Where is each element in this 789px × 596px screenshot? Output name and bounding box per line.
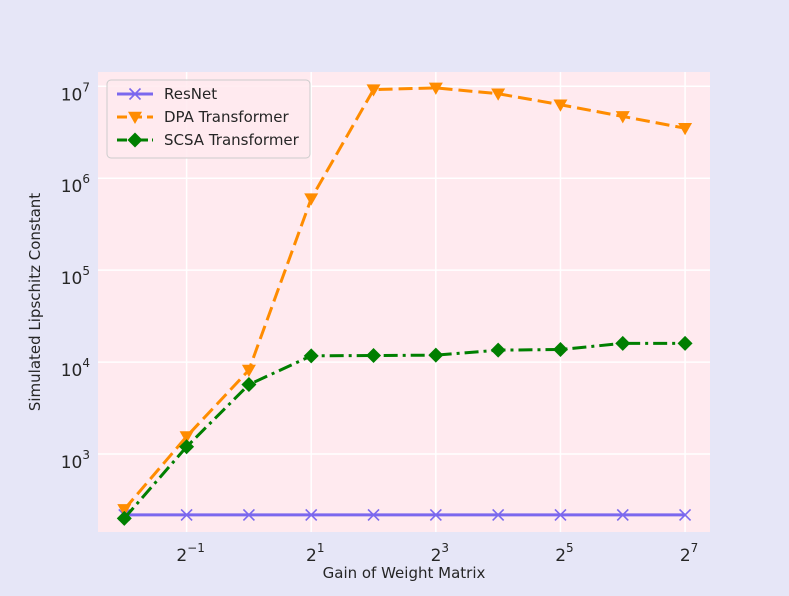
data-point: [303, 348, 319, 364]
x-tick-label: 25: [555, 541, 573, 566]
legend-label: DPA Transformer: [164, 108, 290, 126]
legend-marker: [128, 111, 142, 124]
legend-label: ResNet: [164, 85, 217, 103]
legend-item: ResNet: [117, 85, 217, 103]
y-tick-label-text: 104: [61, 356, 90, 381]
data-point: [553, 99, 568, 112]
series-layer: [116, 82, 693, 526]
y-tick-label: 103: [61, 448, 90, 473]
y-tick-label-text: 107: [61, 80, 90, 105]
y-tick-label-text: 106: [61, 172, 90, 197]
x-tick-label: 21: [306, 541, 324, 566]
data-point: [304, 193, 319, 206]
grid: [98, 72, 710, 532]
data-point: [429, 508, 442, 521]
data-point: [242, 508, 255, 521]
series-scsa-transformer: [116, 335, 693, 526]
data-point: [552, 342, 568, 358]
data-point: [428, 347, 444, 363]
x-axis-label: Gain of Weight Matrix: [323, 564, 486, 582]
x-tick-label-text: 27: [680, 541, 698, 566]
legend-marker: [128, 87, 142, 101]
data-point: [554, 508, 567, 521]
y-tick-label: 105: [61, 264, 90, 289]
data-point: [679, 508, 692, 521]
x-tick-label: 23: [431, 541, 449, 566]
data-point: [677, 335, 693, 351]
y-tick-label-text: 105: [61, 264, 90, 289]
series-line: [123, 86, 686, 511]
data-point: [241, 364, 256, 378]
data-point: [428, 82, 443, 95]
data-point: [366, 348, 382, 364]
y-tick-label-text: 103: [61, 448, 90, 473]
data-point: [615, 335, 631, 351]
data-point: [492, 508, 505, 521]
data-point: [490, 342, 506, 358]
legend-label: SCSA Transformer: [164, 131, 300, 149]
x-tick-label-text: 2−1: [176, 541, 205, 566]
data-point: [179, 431, 194, 444]
data-point: [117, 504, 132, 517]
data-point: [305, 508, 318, 521]
data-point: [678, 122, 693, 136]
x-tick-labels: 2−1 21 23 25 27: [176, 541, 698, 566]
data-point: [366, 84, 381, 97]
x-tick-label-text: 25: [555, 541, 573, 566]
data-point: [367, 508, 380, 521]
data-point: [116, 510, 132, 526]
y-axis-label: Simulated Lipschitz Constant: [26, 193, 44, 411]
series-dpa-transformer: [117, 82, 693, 517]
data-point: [615, 111, 630, 124]
y-tick-labels: 103 104 105 106 107: [61, 80, 90, 473]
legend-box: [106, 79, 311, 159]
x-tick-label-text: 21: [306, 541, 324, 566]
x-tick-label: 2−1: [176, 541, 205, 566]
data-point: [179, 439, 195, 455]
data-point: [241, 377, 257, 393]
legend: ResNet DPA Transformer SCSA Transformer: [106, 79, 311, 159]
x-tick-label: 27: [680, 541, 698, 566]
data-point: [180, 508, 193, 521]
x-tick-label-text: 23: [431, 541, 449, 566]
legend-item: DPA Transformer: [117, 108, 290, 126]
y-tick-label: 106: [61, 172, 90, 197]
series-line: [123, 341, 686, 520]
y-tick-label: 107: [61, 80, 90, 105]
data-point: [616, 508, 629, 521]
legend-marker: [127, 132, 143, 148]
legend-item: SCSA Transformer: [117, 131, 300, 149]
data-point: [491, 88, 506, 101]
y-tick-label: 104: [61, 356, 90, 381]
